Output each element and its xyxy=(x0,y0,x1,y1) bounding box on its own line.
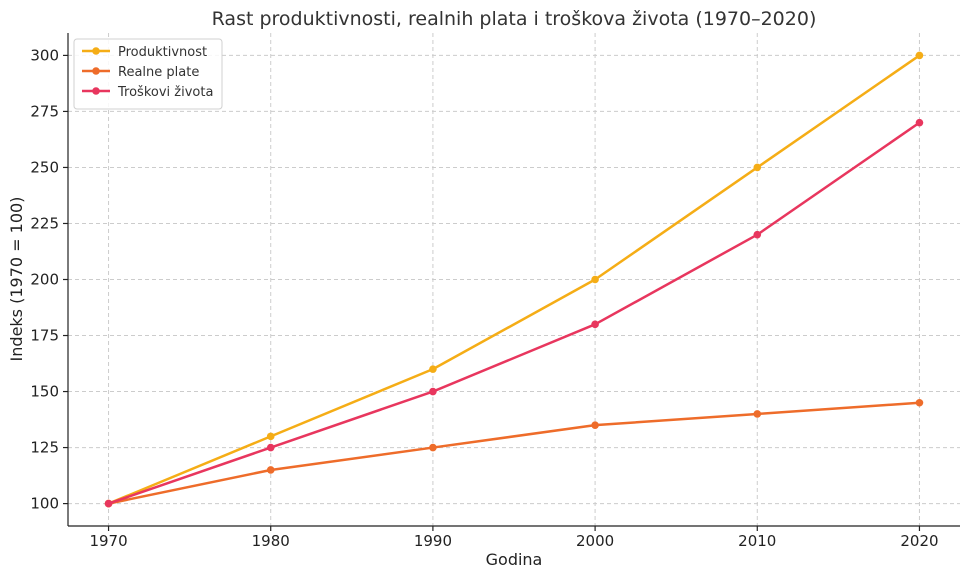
legend-swatch-marker xyxy=(92,47,100,55)
legend: Produktivnost Realne plate Troškovi života xyxy=(73,38,223,110)
y-tick-label: 300 xyxy=(30,46,59,64)
x-tick-label: 1970 xyxy=(89,532,127,550)
data-point xyxy=(591,275,599,284)
series-line xyxy=(108,121,921,505)
x-tick-label: 2020 xyxy=(900,532,938,550)
y-tick-label: 250 xyxy=(30,158,59,176)
legend-entry-label: Troškovi života xyxy=(117,85,213,100)
data-point xyxy=(266,443,275,452)
y-tick-label: 200 xyxy=(30,271,59,289)
y-tick-label: 225 xyxy=(30,214,59,232)
y-tick-label: 275 xyxy=(30,102,59,120)
x-tick-label: 1980 xyxy=(252,532,290,550)
data-point xyxy=(429,365,437,373)
legend-entry-label: Realne plate xyxy=(118,65,199,80)
data-point xyxy=(591,320,599,329)
data-point xyxy=(104,499,113,508)
data-point xyxy=(266,432,275,441)
x-tick-label: 1990 xyxy=(414,532,452,550)
series-line xyxy=(108,401,920,505)
series-line xyxy=(108,54,921,505)
legend-entry-label: Produktivnost xyxy=(118,45,207,60)
data-point xyxy=(429,387,437,396)
y-tick-label: 100 xyxy=(30,495,59,513)
data-point xyxy=(591,421,599,429)
series-layer xyxy=(104,51,924,508)
data-point xyxy=(429,443,437,452)
chart-title: Rast produktivnosti, realnih plata i tro… xyxy=(212,8,817,30)
legend-box xyxy=(73,38,223,110)
x-tick-label: 2000 xyxy=(576,532,614,550)
data-point xyxy=(753,163,762,172)
data-point xyxy=(915,118,924,127)
data-point xyxy=(753,230,762,239)
data-point xyxy=(915,51,924,60)
legend-swatch-marker xyxy=(92,67,100,75)
data-point xyxy=(915,398,924,407)
axes: 1970 1980 1990 2000 2010 2020 100 125 150 175 200 2… xyxy=(30,33,960,550)
y-axis-label: Indeks (1970 = 100) xyxy=(7,197,26,362)
y-tick-label: 150 xyxy=(30,383,59,401)
data-point xyxy=(753,410,762,418)
y-tick-label: 175 xyxy=(30,327,59,345)
data-point xyxy=(266,466,275,474)
x-axis-label: Godina xyxy=(486,550,543,569)
legend-swatch-marker xyxy=(92,87,100,95)
x-tick-label: 2010 xyxy=(738,532,776,550)
y-tick-label: 125 xyxy=(30,439,59,457)
